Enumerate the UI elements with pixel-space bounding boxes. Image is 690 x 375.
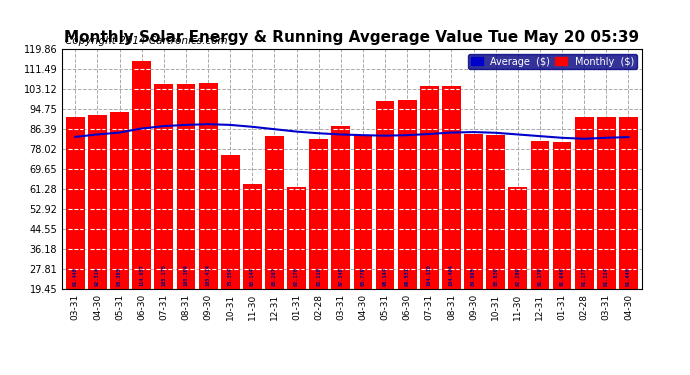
Bar	[420, 86, 439, 335]
Text: 114.657: 114.657	[139, 264, 144, 286]
Text: 84.095: 84.095	[471, 268, 476, 286]
Text: 104.404: 104.404	[449, 264, 454, 286]
Bar	[221, 155, 239, 335]
Bar	[243, 184, 262, 335]
Text: 82.110: 82.110	[316, 268, 322, 286]
Text: 83.207: 83.207	[272, 268, 277, 286]
Bar	[575, 117, 593, 335]
Text: 93.303: 93.303	[117, 268, 122, 286]
Bar	[398, 100, 417, 335]
Bar	[110, 112, 129, 335]
Text: 92.314: 92.314	[95, 268, 100, 286]
Text: 62.170: 62.170	[294, 268, 299, 286]
Text: 105.175: 105.175	[161, 264, 166, 286]
Text: 63.144: 63.144	[250, 268, 255, 286]
Title: Monthly Solar Energy & Running Avgerage Value Tue May 20 05:39: Monthly Solar Energy & Running Avgerage …	[64, 30, 640, 45]
Bar	[531, 141, 549, 335]
Text: 98.144: 98.144	[382, 268, 388, 286]
Text: Copyright 2014 Cartronics.com: Copyright 2014 Cartronics.com	[65, 36, 228, 46]
Text: 81.179: 81.179	[538, 268, 542, 286]
Bar	[132, 61, 151, 335]
Bar	[442, 86, 461, 335]
Bar	[177, 84, 195, 335]
Text: 83.779: 83.779	[360, 268, 366, 286]
Bar	[331, 126, 351, 335]
Text: 91.324: 91.324	[604, 268, 609, 286]
Legend: Average  ($), Monthly  ($): Average ($), Monthly ($)	[468, 54, 637, 69]
Bar	[619, 117, 638, 335]
Text: 104.110: 104.110	[427, 264, 432, 286]
Bar	[486, 135, 505, 335]
Bar	[199, 83, 217, 335]
Text: 81.046: 81.046	[560, 268, 564, 286]
Text: 105.414: 105.414	[206, 264, 210, 286]
Text: 98.531: 98.531	[405, 268, 410, 286]
Bar	[509, 186, 527, 335]
Bar	[353, 135, 373, 335]
Bar	[375, 100, 395, 335]
Text: 83.830: 83.830	[493, 268, 498, 286]
Bar	[88, 115, 107, 335]
Bar	[309, 139, 328, 335]
Bar	[553, 141, 571, 335]
Text: 105.304: 105.304	[184, 264, 188, 286]
Text: 91.448: 91.448	[626, 268, 631, 286]
Text: 91.448: 91.448	[73, 268, 78, 286]
Bar	[265, 136, 284, 335]
Bar	[287, 187, 306, 335]
Bar	[597, 117, 615, 335]
Text: 91.177: 91.177	[582, 268, 586, 286]
Bar	[155, 84, 173, 335]
Text: 62.209: 62.209	[515, 268, 520, 286]
Bar	[464, 134, 483, 335]
Bar	[66, 117, 85, 335]
Text: 87.348: 87.348	[338, 268, 344, 286]
Text: 75.354: 75.354	[228, 268, 233, 286]
